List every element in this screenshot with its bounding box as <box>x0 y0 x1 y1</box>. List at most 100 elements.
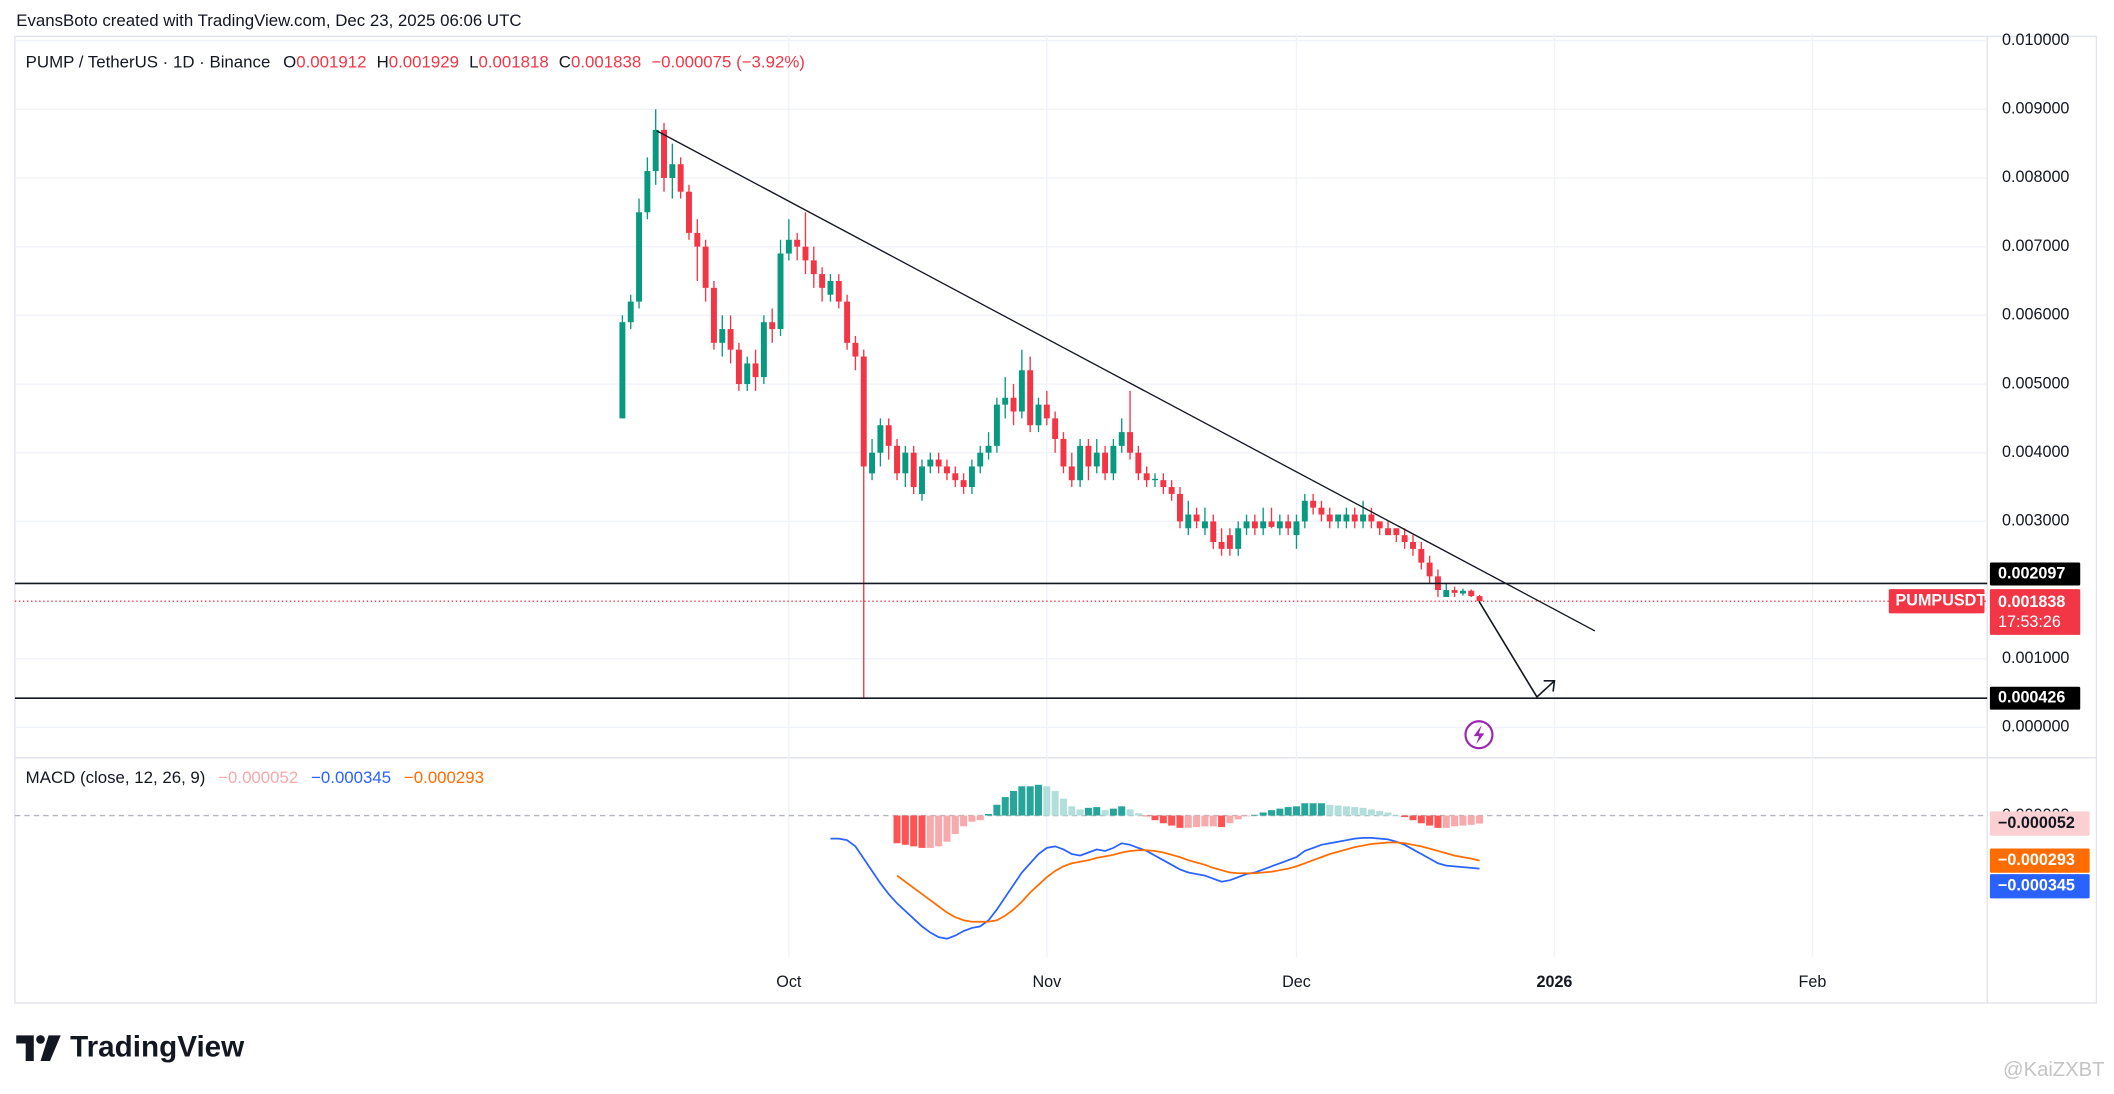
symbol-tag: PUMPUSDT <box>1896 591 1987 609</box>
candle-body <box>1268 521 1275 527</box>
candle-body <box>1293 521 1300 536</box>
histogram-bar <box>1459 815 1467 826</box>
histogram-bar <box>1251 814 1259 816</box>
candle-body <box>1285 521 1292 529</box>
candle-body <box>1385 528 1391 536</box>
candle-body <box>1201 521 1208 529</box>
candle-body <box>1276 521 1283 529</box>
histogram-bar <box>1259 812 1267 816</box>
macd-value-label: −0.000052 <box>1998 814 2075 832</box>
candle-body <box>860 356 867 467</box>
price-legend: PUMP / TetherUS · 1D · Binance O0.001912… <box>26 53 805 72</box>
macd-legend: MACD (close, 12, 26, 9) −0.000052 −0.000… <box>26 769 484 788</box>
ohlc-value: 0.001912 <box>296 53 366 72</box>
candle-body <box>752 363 759 378</box>
histogram-bar <box>1226 815 1234 824</box>
candle-body <box>1152 478 1158 481</box>
histogram-bar <box>1384 812 1392 816</box>
candle-body <box>1393 528 1400 536</box>
candle-body <box>1160 480 1167 488</box>
histogram-bar <box>1367 809 1375 816</box>
histogram-bar <box>1401 815 1409 818</box>
x-tick-label: Dec <box>1282 973 1311 991</box>
candle-body <box>1210 521 1217 543</box>
histogram-bar <box>1051 790 1059 816</box>
candle-body <box>669 164 676 178</box>
candle-body <box>652 129 659 172</box>
y-tick-label: 0.010000 <box>2002 31 2069 49</box>
histogram-bar <box>1309 803 1317 816</box>
histogram-bar <box>1068 806 1076 816</box>
histogram-bar <box>1317 803 1325 816</box>
ohlc-key: O <box>283 53 296 72</box>
histogram-bar <box>901 815 909 845</box>
candle-body <box>852 342 859 357</box>
histogram-bar <box>1010 790 1018 816</box>
candle-body <box>1476 596 1483 602</box>
candle-body <box>1335 514 1342 522</box>
candle-body <box>1343 514 1350 522</box>
candle-body <box>760 322 767 378</box>
candle-body <box>1010 397 1017 412</box>
candle-body <box>1243 521 1250 529</box>
frame <box>14 35 2098 1004</box>
histogram-bar <box>1159 815 1167 824</box>
candle-body <box>644 171 651 213</box>
histogram-bar <box>943 815 951 842</box>
histogram-bar <box>1118 806 1126 816</box>
candle-body <box>769 322 776 330</box>
candle-body <box>686 191 692 233</box>
macd-line <box>896 841 1480 923</box>
candle-body <box>1027 370 1034 426</box>
histogram-bar <box>968 815 976 822</box>
projection-arrow <box>1478 600 1556 699</box>
candle-body <box>1143 473 1150 481</box>
y-tick-label: 0.001000 <box>2002 649 2069 667</box>
candle-body <box>702 246 709 288</box>
candle-body <box>894 445 900 474</box>
level-label-bg <box>1989 686 2081 710</box>
level-label-bg <box>1989 562 2081 586</box>
candle-body <box>885 425 892 446</box>
overlay: 0.000000 0.001000 0.003000 0.004000 0.005000… <box>776 31 2090 991</box>
histogram-bar <box>1168 815 1176 826</box>
legend-value: −0.000345 <box>311 769 391 788</box>
histogram-bar <box>1151 815 1159 821</box>
y-tick-label: 0.008000 <box>2002 168 2069 186</box>
candle-body <box>968 466 975 488</box>
candle-body <box>877 425 884 453</box>
candle-body <box>1177 493 1183 522</box>
histogram-bar <box>918 815 926 848</box>
ohlc-key: L <box>469 53 478 72</box>
y-tick-label: 0.009000 <box>2002 100 2069 118</box>
credit: EvansBoto created with TradingView.com, … <box>16 11 521 30</box>
ohlc-value: 0.001929 <box>389 53 459 72</box>
candle-body <box>727 329 734 350</box>
candle-body <box>1085 445 1092 467</box>
x-tick-label: 2026 <box>1536 973 1572 991</box>
candle-body <box>869 452 876 474</box>
candle-body <box>935 459 942 467</box>
histogram-bar <box>1093 807 1101 816</box>
trend-line <box>656 130 1596 632</box>
candle-body <box>1068 466 1075 481</box>
candle-body <box>694 232 701 247</box>
level-label: 0.000426 <box>1998 688 2065 706</box>
symbol-tag-bg <box>1888 589 1985 614</box>
candle-body <box>794 239 801 247</box>
candle-body <box>1351 514 1358 522</box>
histogram-bar <box>1209 815 1217 827</box>
histogram-bar <box>1076 809 1084 816</box>
candle-body <box>943 466 950 474</box>
histogram-bar <box>993 804 1001 816</box>
histogram-bar <box>1143 815 1151 817</box>
arrow-head <box>1543 679 1556 692</box>
countdown: 17:53:26 <box>1998 613 2061 631</box>
candle-body <box>1401 535 1408 543</box>
histogram-bar <box>893 815 901 844</box>
histogram-bar <box>976 815 984 821</box>
candle-body <box>960 480 967 488</box>
candle-body <box>844 301 851 343</box>
event-icon[interactable] <box>1464 720 1494 750</box>
candle-body <box>1035 404 1042 426</box>
